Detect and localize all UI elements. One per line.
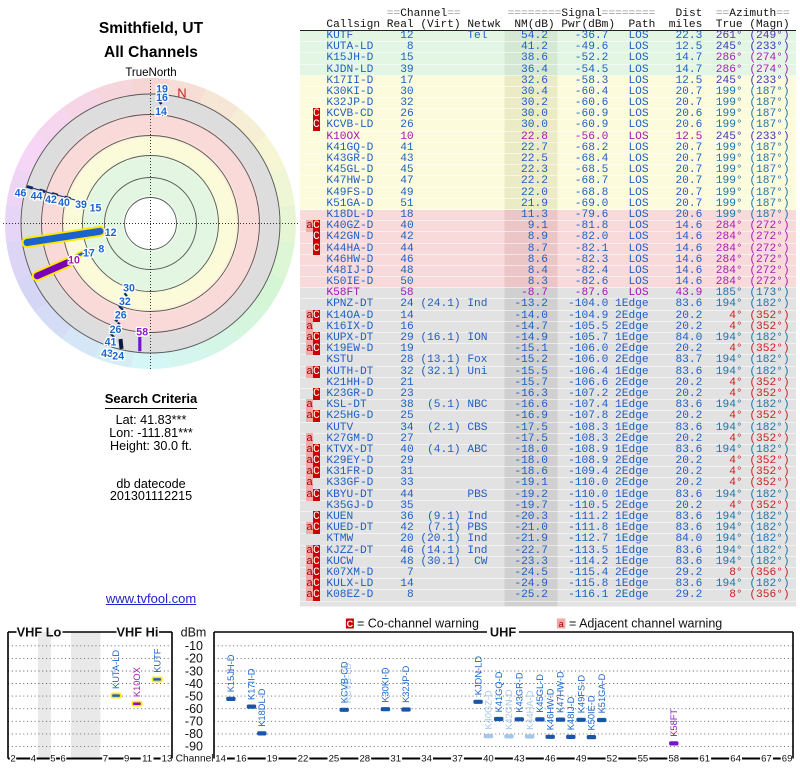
svg-text:KUTA-LD: KUTA-LD	[111, 650, 121, 689]
svg-text:-60: -60	[185, 702, 203, 716]
svg-text:KCVB-LD: KCVB-LD	[343, 663, 353, 704]
svg-text:49: 49	[576, 754, 587, 765]
svg-text:K41GQ-D: K41GQ-D	[494, 671, 504, 712]
svg-text:37: 37	[452, 754, 463, 765]
svg-text:34: 34	[421, 754, 432, 765]
svg-text:KCVB-CD: KCVB-CD	[339, 661, 349, 703]
svg-text:26: 26	[110, 324, 122, 336]
svg-text:-50: -50	[185, 689, 203, 703]
svg-text:12: 12	[105, 227, 117, 239]
svg-text:VHF Lo: VHF Lo	[17, 625, 62, 640]
svg-text:a: a	[559, 619, 564, 629]
svg-text:KJDN-LD: KJDN-LD	[473, 656, 483, 696]
svg-text:Channel: Channel	[176, 754, 214, 765]
svg-text:28: 28	[359, 754, 370, 765]
svg-text:69: 69	[782, 754, 793, 765]
svg-text:22: 22	[298, 754, 309, 765]
svg-text:-70: -70	[185, 715, 203, 729]
svg-text:UHF: UHF	[490, 625, 516, 640]
svg-text:67: 67	[761, 754, 772, 765]
svg-text:K50IE-D: K50IE-D	[587, 695, 597, 730]
svg-text:KUTF: KUTF	[152, 648, 162, 673]
svg-text:-10: -10	[185, 639, 203, 653]
svg-text:K46HW-D: K46HW-D	[545, 688, 555, 730]
svg-text:dBm: dBm	[181, 626, 207, 640]
svg-text:52: 52	[607, 754, 618, 765]
svg-text:K49FS-D: K49FS-D	[576, 675, 586, 714]
svg-text:58: 58	[136, 327, 148, 339]
svg-text:10: 10	[68, 255, 80, 267]
svg-text:61: 61	[699, 754, 710, 765]
svg-text:24: 24	[112, 351, 124, 363]
svg-text:K40GZ-D: K40GZ-D	[484, 690, 494, 730]
svg-text:17: 17	[83, 248, 95, 260]
svg-text:K48IJ-D: K48IJ-D	[566, 696, 576, 730]
svg-text:14: 14	[215, 754, 226, 765]
svg-text:39: 39	[75, 199, 87, 211]
svg-text:5: 5	[50, 754, 55, 765]
svg-text:K32JP-D: K32JP-D	[401, 665, 411, 702]
svg-text:64: 64	[730, 754, 741, 765]
svg-text:43: 43	[514, 754, 525, 765]
svg-text:K45GL-D: K45GL-D	[535, 674, 545, 713]
svg-text:K58FT: K58FT	[669, 709, 679, 737]
svg-text:30: 30	[123, 282, 135, 294]
svg-text:-30: -30	[185, 664, 203, 678]
svg-text:K18DL-D: K18DL-D	[257, 688, 267, 727]
svg-text:13: 13	[162, 754, 173, 765]
svg-text:K42GN-D: K42GN-D	[504, 689, 514, 730]
svg-text:40: 40	[483, 754, 494, 765]
svg-text:VHF Hi: VHF Hi	[117, 625, 159, 640]
svg-text:43: 43	[101, 348, 113, 360]
svg-text:-80: -80	[185, 727, 203, 741]
svg-text:= Adjacent channel warning: = Adjacent channel warning	[569, 617, 722, 631]
svg-text:16: 16	[156, 92, 168, 104]
svg-text:11: 11	[142, 754, 152, 765]
svg-text:K15JH-D: K15JH-D	[226, 654, 236, 692]
svg-text:K51GA-D: K51GA-D	[597, 673, 607, 713]
svg-text:N: N	[177, 86, 186, 101]
svg-text:7: 7	[103, 754, 108, 765]
svg-text:44: 44	[31, 190, 43, 202]
svg-text:2: 2	[10, 754, 15, 765]
svg-text:K47HW-D: K47HW-D	[556, 671, 566, 713]
svg-text:-90: -90	[185, 740, 203, 754]
svg-text:25: 25	[329, 754, 340, 765]
svg-text:K44HA-D: K44HA-D	[525, 690, 535, 730]
svg-text:58: 58	[668, 754, 679, 765]
svg-text:-40: -40	[185, 677, 203, 691]
svg-text:= Co-channel warning: = Co-channel warning	[357, 617, 479, 631]
svg-text:4: 4	[31, 754, 37, 765]
svg-text:46: 46	[15, 188, 27, 200]
svg-text:26: 26	[115, 310, 127, 322]
svg-text:42: 42	[45, 194, 57, 206]
svg-text:41: 41	[105, 337, 117, 349]
svg-text:-20: -20	[185, 652, 203, 666]
svg-text:14: 14	[155, 106, 167, 118]
svg-text:40: 40	[58, 197, 70, 209]
svg-text:8: 8	[98, 243, 104, 255]
svg-text:K43GR-D: K43GR-D	[515, 672, 525, 713]
svg-text:46: 46	[545, 754, 556, 765]
svg-text:6: 6	[60, 754, 65, 765]
svg-text:C: C	[347, 619, 354, 629]
svg-text:K17II-D: K17II-D	[247, 668, 257, 700]
svg-text:19: 19	[156, 84, 168, 96]
svg-text:31: 31	[390, 754, 401, 765]
svg-text:15: 15	[90, 203, 102, 215]
svg-text:K30KI-D: K30KI-D	[381, 667, 391, 702]
svg-text:19: 19	[267, 754, 278, 765]
svg-text:32: 32	[119, 296, 131, 308]
svg-text:K10OX: K10OX	[132, 667, 142, 697]
svg-text:16: 16	[236, 754, 247, 765]
svg-text:55: 55	[638, 754, 649, 765]
svg-text:9: 9	[124, 754, 129, 765]
